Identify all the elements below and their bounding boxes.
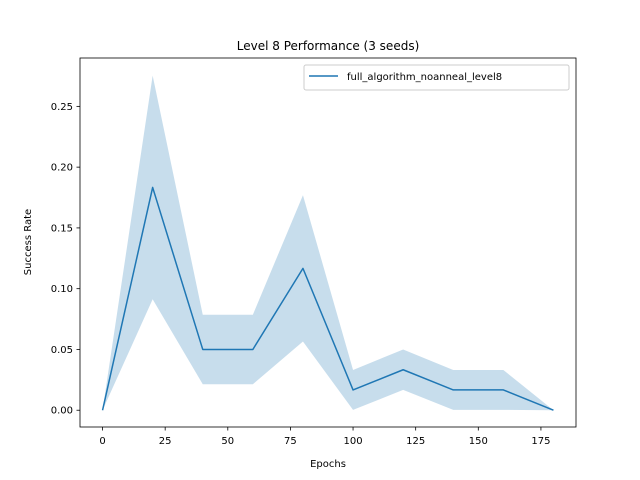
y-tick-label: 0.15	[51, 223, 73, 234]
y-tick-label: 0.10	[51, 284, 73, 295]
x-tick-label: 100	[344, 436, 363, 447]
x-tick-label: 0	[99, 436, 105, 447]
x-tick-label: 150	[469, 436, 488, 447]
y-tick-label: 0.05	[51, 345, 73, 356]
x-tick-label: 175	[531, 436, 550, 447]
legend-box	[303, 64, 570, 91]
x-tick-label: 25	[159, 436, 172, 447]
x-axis: 0 25 50 75 100 125 150 175	[99, 427, 550, 447]
x-tick-label: 50	[221, 436, 234, 447]
y-axis: 0.00 0.05 0.10 0.15 0.20 0.25	[51, 102, 80, 417]
series-line	[101, 186, 554, 411]
x-axis-label: Epochs	[310, 459, 346, 470]
y-tick-label: 0.25	[51, 102, 73, 113]
y-tick-label: 0.20	[51, 163, 73, 174]
plot-area	[101, 75, 554, 411]
chart-title: Level 8 Performance (3 seeds)	[237, 39, 420, 53]
legend: full_algorithm_noanneal_level8	[303, 64, 570, 91]
axes-frame	[79, 57, 577, 428]
x-tick-label: 125	[406, 436, 425, 447]
confidence-band	[102, 75, 554, 411]
y-tick-label: 0.00	[51, 406, 73, 417]
y-axis-label: Success Rate	[23, 209, 34, 275]
legend-entry-label: full_algorithm_noanneal_level8	[347, 72, 502, 83]
x-tick-label: 75	[284, 436, 297, 447]
